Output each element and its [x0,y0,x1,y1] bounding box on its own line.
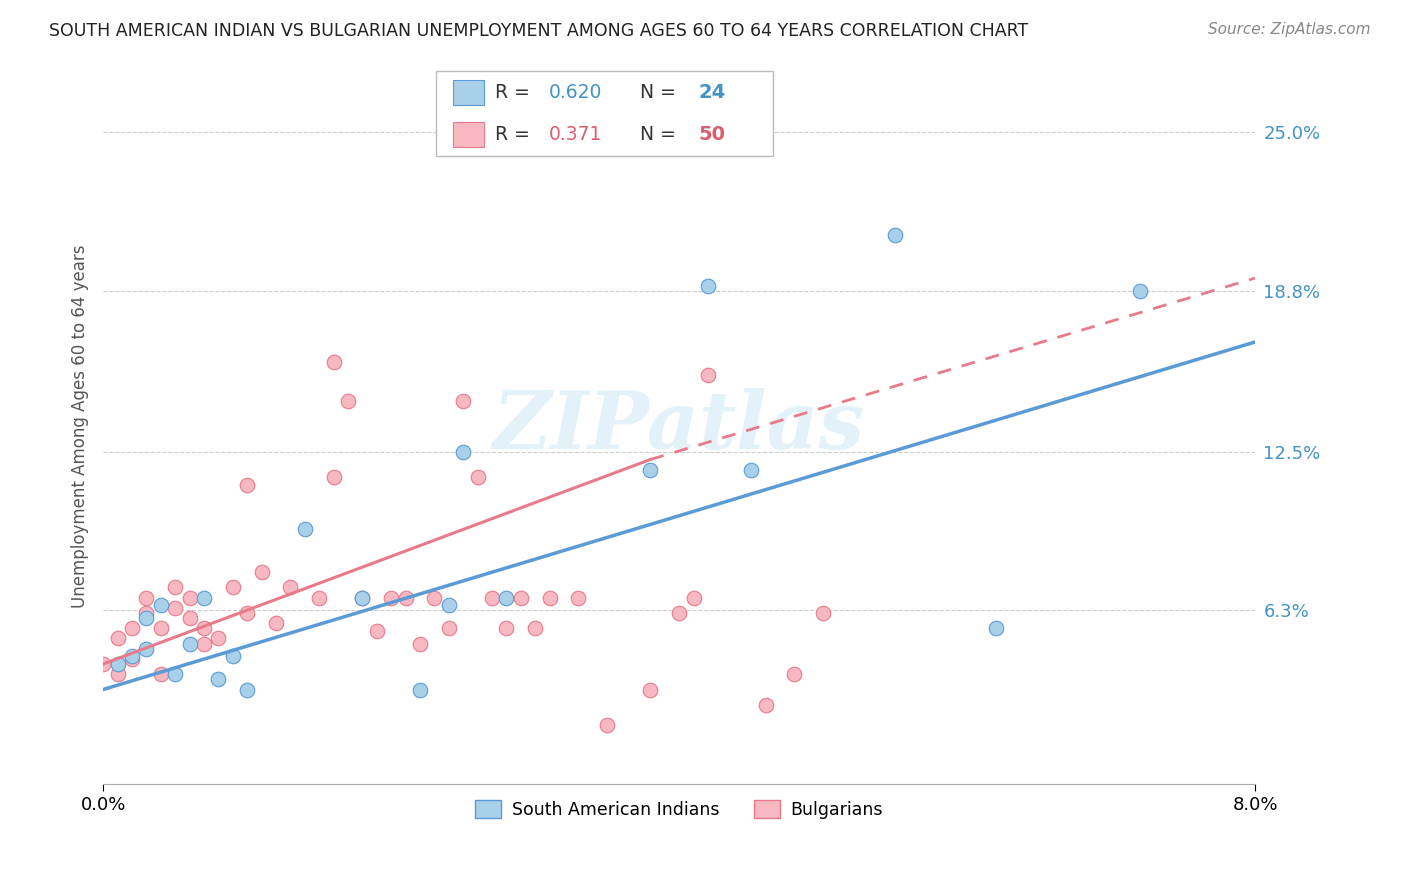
Point [236,606,259,620]
Point [250,565,273,579]
Point [322,355,344,369]
Point [135,591,157,605]
Point [107,632,129,646]
Point [179,611,201,625]
Point [207,673,229,687]
Point [437,621,460,635]
Point [193,621,215,635]
Point [91,657,114,671]
Point [409,636,432,650]
Point [236,478,259,492]
Point [596,718,619,732]
Point [222,580,245,594]
Point [149,667,172,681]
Point [451,445,474,459]
Point [481,591,503,605]
Point [193,636,215,650]
Point [336,393,359,408]
Y-axis label: Unemployment Among Ages 60 to 64 years: Unemployment Among Ages 60 to 64 years [72,244,89,608]
Point [236,682,259,697]
Point [165,667,187,681]
Point [294,522,316,536]
Point [423,591,446,605]
Point [352,591,374,605]
Point [467,470,489,484]
Point [107,667,129,681]
Point [135,611,157,625]
Point [322,470,344,484]
Point [984,621,1007,635]
Point [725,138,748,153]
Point [640,463,662,477]
Text: 0.620: 0.620 [548,83,602,102]
Text: 24: 24 [699,83,725,102]
Point [567,591,589,605]
Legend: South American Indians, Bulgarians: South American Indians, Bulgarians [468,793,890,825]
Point [308,591,330,605]
Point [121,649,143,664]
Point [264,616,287,631]
Point [179,591,201,605]
Point [165,600,187,615]
Point [495,591,517,605]
Point [754,698,776,712]
Point [524,621,547,635]
Text: R =: R = [495,83,541,102]
Point [884,227,907,242]
Point [278,580,301,594]
Point [783,667,806,681]
Point [135,641,157,656]
Point [165,580,187,594]
Text: 0.371: 0.371 [548,126,602,145]
Point [409,682,432,697]
Point [538,591,561,605]
Point [495,621,517,635]
Point [697,278,720,293]
Text: R =: R = [495,126,541,145]
Point [640,682,662,697]
Point [740,463,762,477]
Point [222,649,245,664]
Point [451,393,474,408]
Text: ZIPatlas: ZIPatlas [494,387,865,465]
Point [149,621,172,635]
Point [121,621,143,635]
Point [121,652,143,666]
Point [352,591,374,605]
Point [509,591,531,605]
Point [697,368,720,383]
Point [437,598,460,612]
Text: SOUTH AMERICAN INDIAN VS BULGARIAN UNEMPLOYMENT AMONG AGES 60 TO 64 YEARS CORREL: SOUTH AMERICAN INDIAN VS BULGARIAN UNEMP… [49,22,1028,40]
Text: 50: 50 [699,126,725,145]
Point [207,632,229,646]
Point [366,624,388,638]
Point [668,606,690,620]
Point [107,657,129,671]
Text: N =: N = [628,83,682,102]
Text: Source: ZipAtlas.com: Source: ZipAtlas.com [1208,22,1371,37]
Text: N =: N = [628,126,682,145]
Point [193,591,215,605]
Point [149,598,172,612]
Point [380,591,402,605]
Point [394,591,416,605]
Point [179,636,201,650]
Point [1129,284,1152,298]
Point [682,591,704,605]
Point [135,606,157,620]
Point [811,606,834,620]
